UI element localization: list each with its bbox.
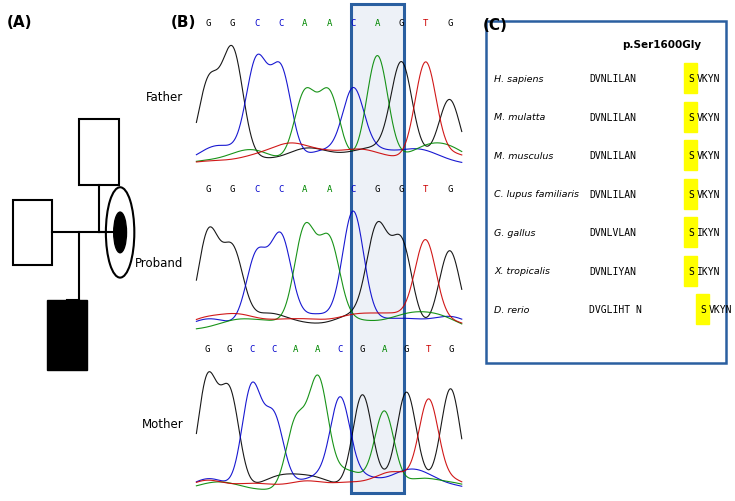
Bar	[12, 200, 52, 266]
Text: A: A	[326, 19, 331, 28]
Text: Father: Father	[146, 91, 184, 104]
Text: G: G	[230, 19, 235, 28]
Text: DVNLIYAN: DVNLIYAN	[589, 266, 636, 276]
Text: VKYN: VKYN	[697, 189, 720, 199]
Text: S: S	[688, 189, 694, 199]
Text: C: C	[249, 345, 254, 354]
Text: C: C	[278, 19, 284, 28]
Text: C: C	[254, 19, 259, 28]
Text: VKYN: VKYN	[709, 305, 732, 315]
Bar	[47, 301, 87, 371]
Text: A: A	[302, 19, 308, 28]
Text: G: G	[447, 19, 452, 28]
Text: Proband: Proband	[135, 257, 184, 270]
Text: S: S	[688, 74, 694, 84]
Text: S: S	[688, 228, 694, 237]
Text: p.Ser1600Gly: p.Ser1600Gly	[622, 40, 701, 50]
Text: G: G	[206, 19, 211, 28]
Text: T: T	[423, 19, 429, 28]
Text: A: A	[293, 345, 298, 354]
Text: G: G	[227, 345, 232, 354]
Text: C: C	[351, 184, 356, 193]
Text: S: S	[688, 151, 694, 161]
Text: A: A	[315, 345, 320, 354]
Bar	[684, 256, 698, 286]
Bar	[684, 64, 698, 94]
Text: G: G	[448, 345, 453, 354]
Text: D. rerio: D. rerio	[494, 305, 529, 314]
Text: IKYN: IKYN	[697, 266, 720, 276]
Bar	[79, 120, 118, 185]
Text: Mother: Mother	[142, 417, 184, 430]
Circle shape	[114, 212, 126, 253]
Text: S: S	[688, 266, 694, 276]
Text: M. musculus: M. musculus	[494, 151, 553, 160]
Bar	[684, 102, 698, 133]
Text: G: G	[206, 184, 211, 193]
Text: (A): (A)	[7, 15, 32, 30]
Text: DVNLILAN: DVNLILAN	[589, 151, 636, 161]
Text: C: C	[254, 184, 259, 193]
Text: DVGLIHT N: DVGLIHT N	[589, 305, 642, 315]
Text: C. lupus familiaris: C. lupus familiaris	[494, 190, 579, 199]
Text: X. tropicalis: X. tropicalis	[494, 267, 550, 276]
Text: VKYN: VKYN	[697, 113, 720, 122]
Text: A: A	[381, 345, 387, 354]
Text: G: G	[375, 184, 380, 193]
Text: C: C	[271, 345, 276, 354]
Bar	[696, 295, 709, 325]
Text: G: G	[230, 184, 235, 193]
Text: G: G	[399, 184, 404, 193]
Text: C: C	[351, 19, 356, 28]
Text: A: A	[375, 19, 380, 28]
Bar	[351, 5, 404, 493]
Text: DVNLILAN: DVNLILAN	[589, 74, 636, 84]
Text: G: G	[404, 345, 409, 354]
Text: S: S	[688, 113, 694, 122]
Text: G: G	[399, 19, 404, 28]
Text: G. gallus: G. gallus	[494, 228, 535, 237]
Bar	[684, 217, 698, 248]
Text: T: T	[426, 345, 431, 354]
Text: DVNLVLAN: DVNLVLAN	[589, 228, 636, 237]
Text: IKYN: IKYN	[697, 228, 720, 237]
Text: S: S	[700, 305, 706, 315]
Text: DVNLILAN: DVNLILAN	[589, 113, 636, 122]
Text: (B): (B)	[171, 15, 196, 30]
Text: H. sapiens: H. sapiens	[494, 75, 543, 84]
Text: VKYN: VKYN	[697, 74, 720, 84]
Text: C: C	[278, 184, 284, 193]
Text: (C): (C)	[483, 18, 508, 33]
Text: VKYN: VKYN	[697, 151, 720, 161]
Text: DVNLILAN: DVNLILAN	[589, 189, 636, 199]
Text: T: T	[423, 184, 429, 193]
Text: C: C	[337, 345, 343, 354]
Text: A: A	[302, 184, 308, 193]
Text: M. mulatta: M. mulatta	[494, 113, 545, 122]
Text: A: A	[326, 184, 331, 193]
Text: G: G	[359, 345, 365, 354]
Text: G: G	[447, 184, 452, 193]
Bar	[684, 141, 698, 171]
Bar	[684, 179, 698, 209]
Text: G: G	[205, 345, 210, 354]
